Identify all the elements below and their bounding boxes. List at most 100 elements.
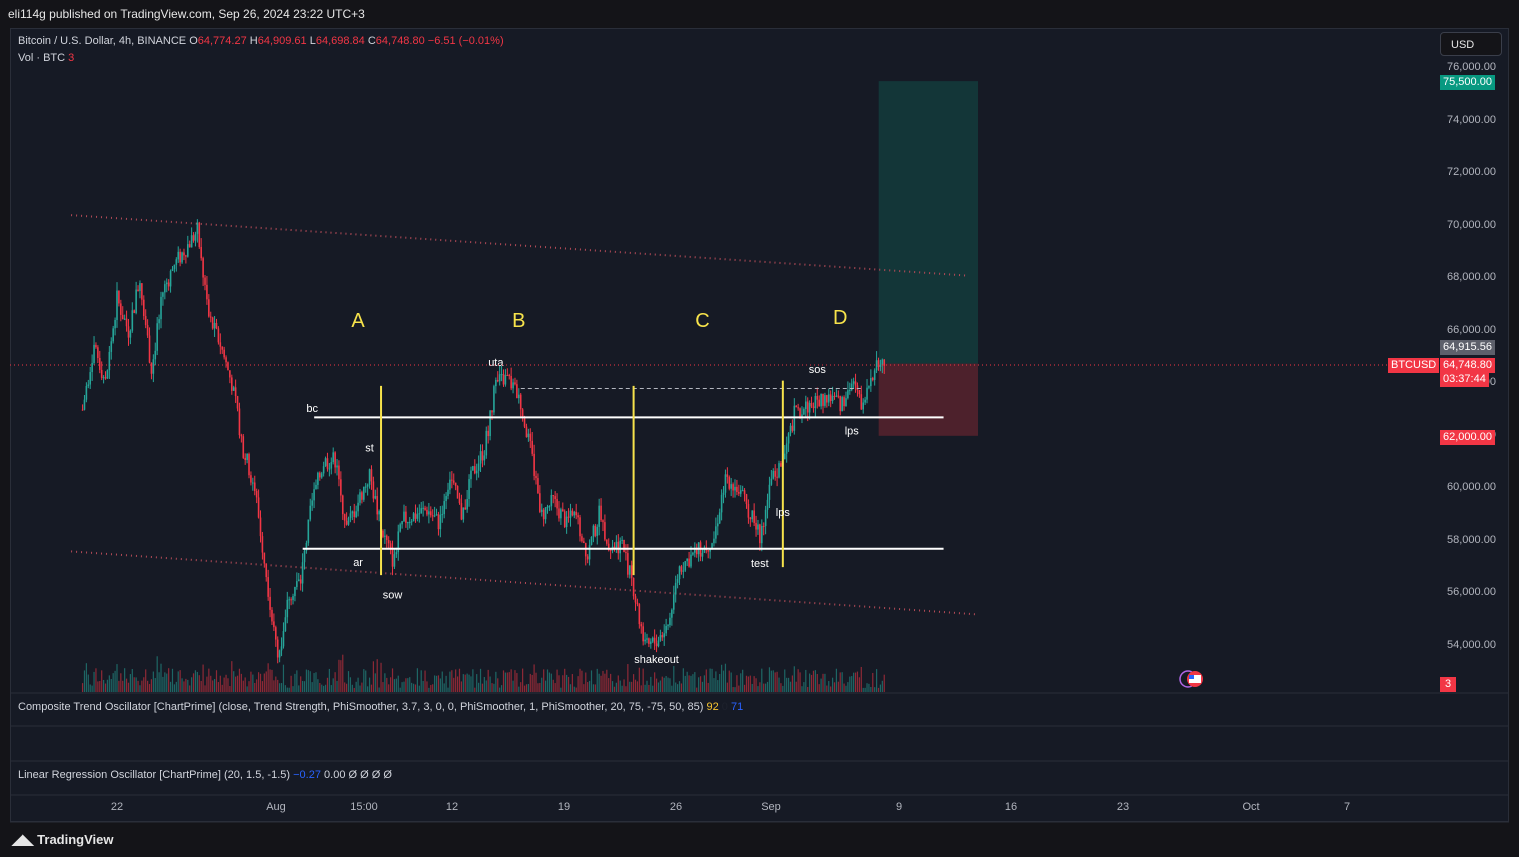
candle-body <box>297 579 300 582</box>
volume-bar <box>678 681 681 692</box>
candle-body <box>648 638 650 644</box>
candle-body <box>678 566 681 580</box>
change-value: −6.51 (−0.01%) <box>427 35 504 47</box>
flag-icon[interactable] <box>1179 670 1203 688</box>
volume-bar <box>248 681 250 692</box>
volume-bar <box>588 680 591 692</box>
volume-bar <box>231 661 233 692</box>
volume-bar <box>665 676 667 692</box>
candle-body <box>345 520 348 525</box>
volume-bar <box>724 663 727 692</box>
candle-body <box>736 486 738 492</box>
candle-body <box>829 394 832 402</box>
volume-bar <box>810 674 813 692</box>
candle-body <box>795 405 798 408</box>
candle-body <box>238 408 241 436</box>
volume-bar <box>229 686 231 692</box>
volume-bar <box>491 683 493 692</box>
volume-bar <box>319 682 321 692</box>
wyckoff-annotation: uta <box>488 357 504 369</box>
candle-body <box>133 310 136 313</box>
volume-bar <box>139 685 141 692</box>
candle-body <box>412 513 415 522</box>
candle-body <box>747 503 750 518</box>
candle-body <box>366 484 369 487</box>
candle-body <box>627 553 629 575</box>
candle-body <box>592 525 595 537</box>
candle-body <box>382 530 384 537</box>
lro-value-5: Ø <box>371 769 381 781</box>
candle-body <box>183 252 185 256</box>
candle-body <box>820 393 822 407</box>
cto-legend[interactable]: Composite Trend Oscillator [ChartPrime] … <box>18 701 743 713</box>
volume-bar <box>443 683 445 692</box>
volume-bar <box>411 682 413 692</box>
candle-body <box>353 511 356 517</box>
volume-bar <box>357 677 359 692</box>
volume-bar <box>368 677 371 692</box>
candle-body <box>217 328 220 343</box>
candle-body <box>703 547 706 553</box>
candle-body <box>296 581 298 587</box>
lro-value-3: Ø <box>348 769 358 781</box>
volume-bar <box>365 670 367 692</box>
wyckoff-annotation: sos <box>809 364 827 376</box>
candle-body <box>299 579 302 584</box>
lro-legend[interactable]: Linear Regression Oscillator [ChartPrime… <box>18 769 392 781</box>
volume-bar <box>583 684 585 692</box>
volume-bar <box>458 668 461 692</box>
volume-bar <box>198 675 200 692</box>
volume-bar <box>730 672 732 692</box>
candle-body <box>372 481 375 499</box>
volume-bar <box>202 664 204 692</box>
volume-bar <box>617 675 619 692</box>
candle-body <box>868 386 870 388</box>
candle-body <box>116 290 118 320</box>
tradingview-logo[interactable]: ◢◣ TradingView <box>12 831 114 848</box>
volume-bar <box>786 677 788 692</box>
candle-body <box>98 357 101 370</box>
price-tick-label: 76,000.00 <box>1447 61 1496 73</box>
candle-body <box>280 646 283 651</box>
candle-body <box>533 453 535 476</box>
candle-body <box>307 519 310 543</box>
volume-legend[interactable]: Vol · BTC 3 <box>18 52 74 64</box>
candle-body <box>118 290 120 304</box>
volume-bar <box>789 681 792 692</box>
volume-bar <box>120 673 122 692</box>
volume-bar <box>416 668 418 692</box>
volume-bar <box>721 664 723 692</box>
candle-body <box>324 458 327 467</box>
candle-body <box>322 466 325 474</box>
candle-body <box>521 409 524 417</box>
volume-bar <box>162 676 164 692</box>
candle-body <box>806 401 809 413</box>
candle-body <box>305 542 308 551</box>
volume-bar <box>860 666 862 692</box>
symbol-legend[interactable]: Bitcoin / U.S. Dollar, 4h, BINANCE O64,7… <box>18 35 504 47</box>
volume-bar <box>566 674 568 692</box>
volume-bar <box>481 683 484 692</box>
candle-body <box>539 493 541 512</box>
candle-body <box>498 374 501 382</box>
volume-bar <box>690 675 692 692</box>
volume-bar <box>627 664 629 692</box>
time-tick-label: 9 <box>895 801 903 813</box>
time-tick-label: 23 <box>1116 801 1130 813</box>
candle-body <box>190 235 193 248</box>
currency-button[interactable]: USD <box>1440 32 1502 56</box>
candle-body <box>875 360 878 371</box>
volume-bar <box>313 673 315 692</box>
candle-body <box>410 521 413 523</box>
candle-body <box>473 466 476 474</box>
candle-body <box>606 539 608 544</box>
candle-body <box>760 525 763 544</box>
volume-bar <box>407 678 409 692</box>
candle-body <box>154 350 157 360</box>
candle-body <box>571 510 574 516</box>
time-tick-label: 16 <box>1004 801 1018 813</box>
volume-bar <box>761 668 763 692</box>
candle-body <box>789 425 792 434</box>
symbol-title[interactable]: Bitcoin / U.S. Dollar, 4h, BINANCE <box>18 35 187 47</box>
